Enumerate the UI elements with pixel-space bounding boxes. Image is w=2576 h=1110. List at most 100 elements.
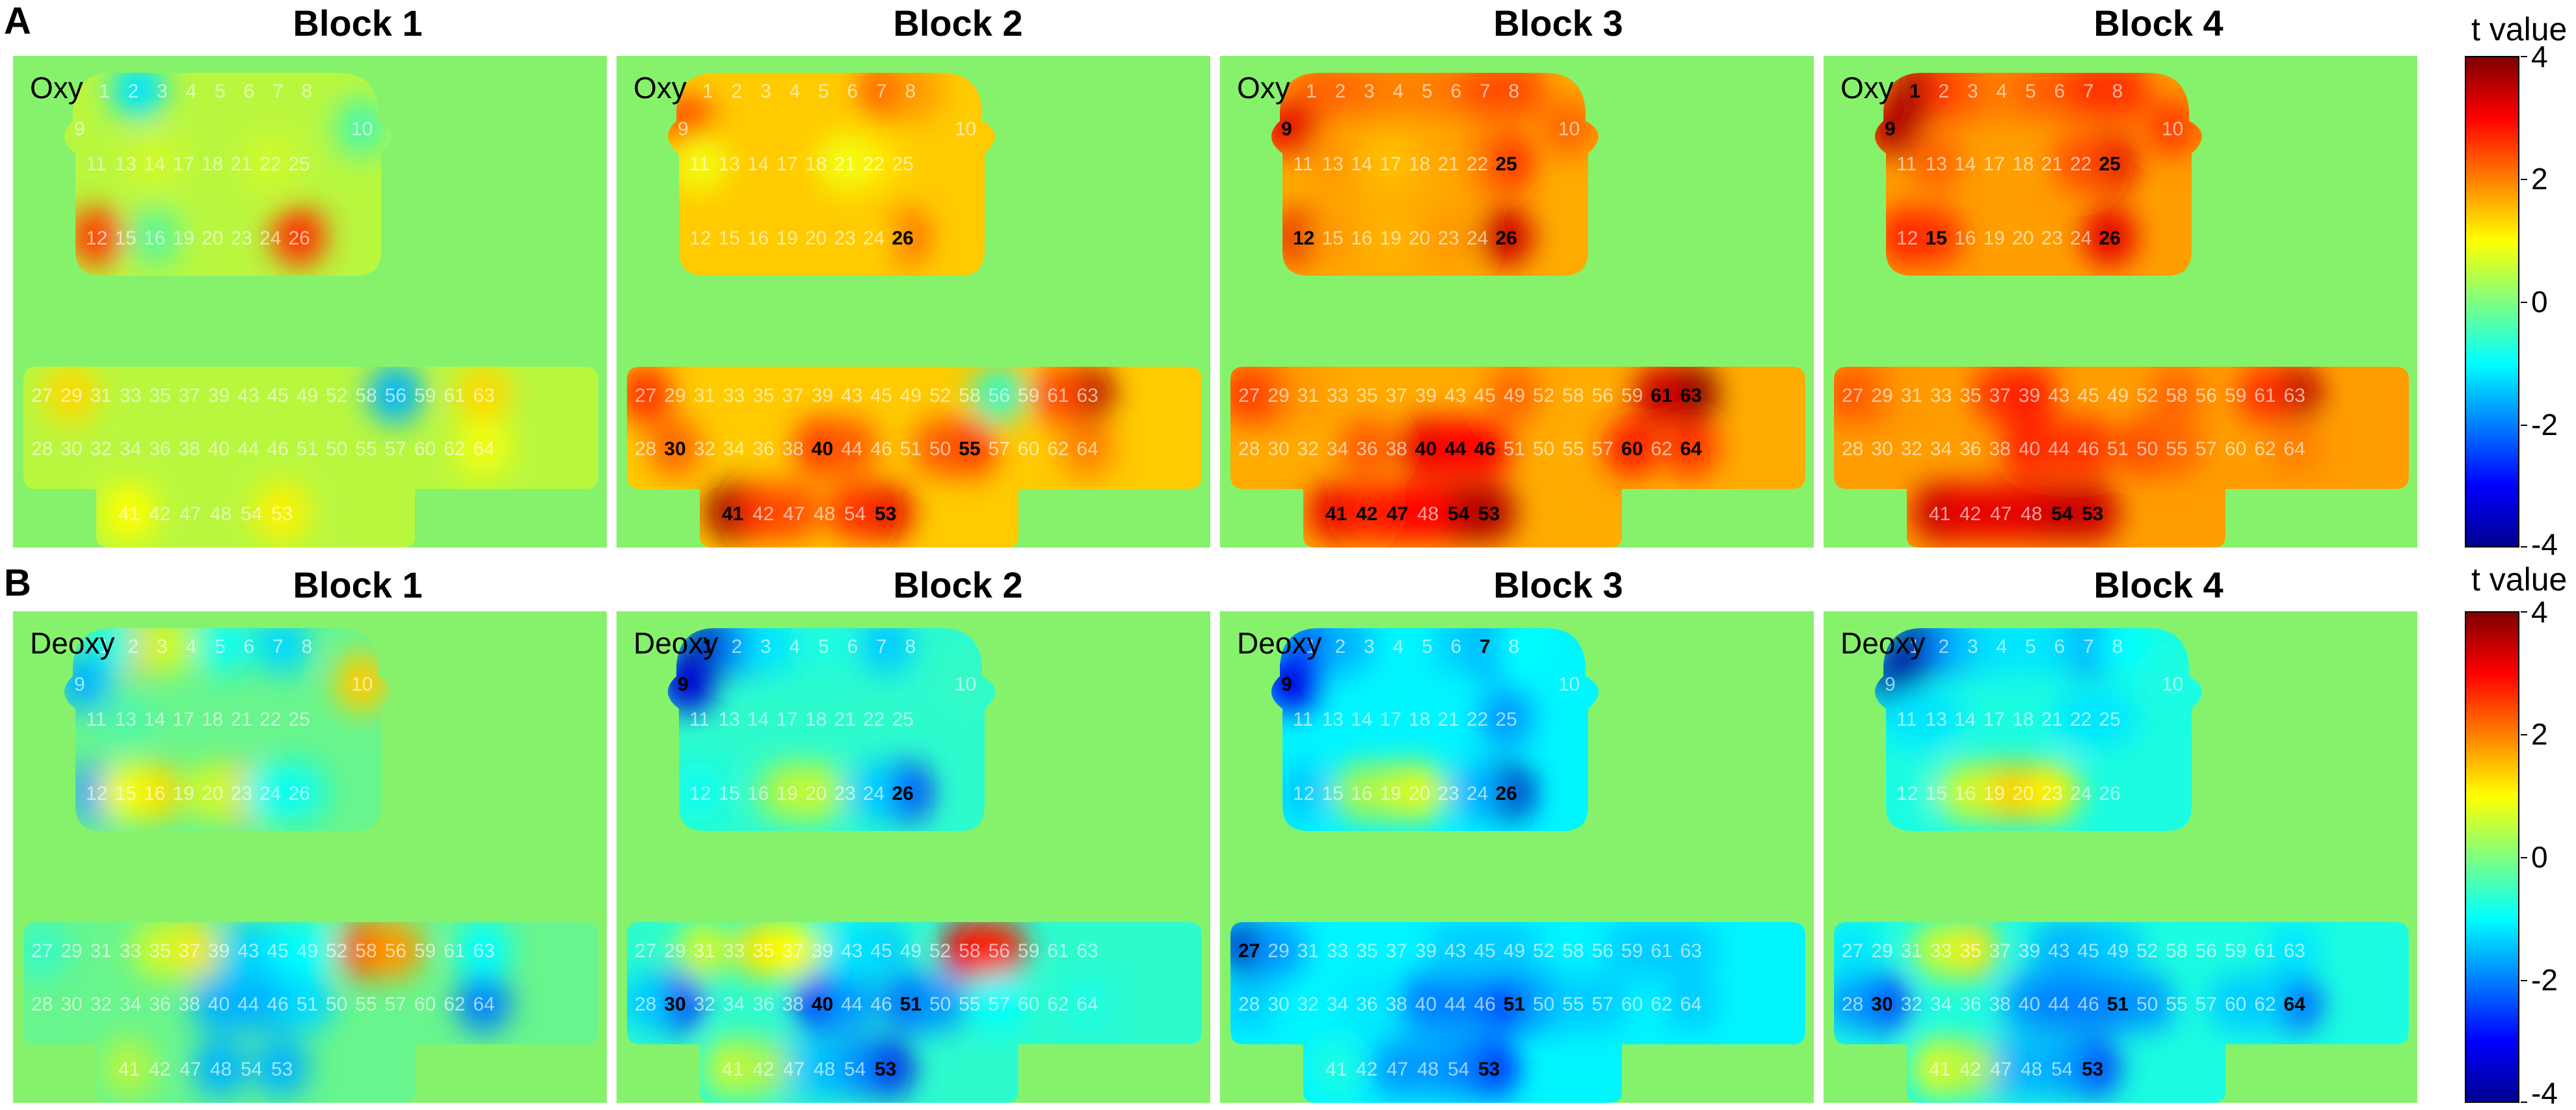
channel-label: 52 bbox=[929, 940, 951, 962]
channel-label: 2 bbox=[1335, 81, 1346, 102]
channel-label: 58 bbox=[959, 940, 980, 962]
channel-label: 15 bbox=[115, 783, 137, 804]
channel-label: 56 bbox=[989, 940, 1010, 962]
channel-label: 60 bbox=[2225, 438, 2246, 460]
channel-label: 5 bbox=[1422, 636, 1433, 657]
channel-label: 23 bbox=[834, 783, 856, 804]
channel-label: 39 bbox=[812, 385, 833, 406]
colorbar-tick bbox=[2521, 611, 2527, 613]
channel-label: 21 bbox=[1438, 709, 1459, 730]
channel-label: 27 bbox=[1238, 940, 1260, 962]
block-title: Block 2 bbox=[893, 564, 1023, 605]
channel-label: 34 bbox=[1930, 994, 1952, 1015]
channel-label: 55 bbox=[2166, 438, 2187, 460]
channel-label: 50 bbox=[326, 438, 347, 460]
channel-label: 59 bbox=[1018, 385, 1039, 406]
activation-blob bbox=[736, 1038, 790, 1098]
colorbar bbox=[2465, 56, 2519, 548]
channel-label: 32 bbox=[1297, 994, 1319, 1015]
topomap-panel: 1 2 3 4 5 6 7 8 9 10 11 12 13 14 15 16 17 18 19 20 21 22 23 24 2… bbox=[1824, 56, 2417, 548]
channel-label: 53 bbox=[1478, 1059, 1500, 1080]
activation-blob bbox=[859, 628, 914, 675]
channel-label: 2 bbox=[732, 636, 743, 657]
channel-label: 58 bbox=[355, 385, 377, 406]
channel-label: 41 bbox=[722, 503, 743, 525]
signal-label: Deoxy bbox=[1237, 626, 1322, 660]
activation-blob bbox=[1943, 1038, 1997, 1098]
channel-label: 61 bbox=[1047, 940, 1069, 962]
channel-label: 36 bbox=[149, 994, 170, 1015]
channel-label: 42 bbox=[149, 503, 170, 525]
channel-label: 23 bbox=[1438, 228, 1459, 249]
channel-label: 22 bbox=[2070, 153, 2091, 175]
activation-blob bbox=[2090, 919, 2145, 979]
channel-label: 11 bbox=[1293, 153, 1313, 175]
channel-label: 5 bbox=[215, 636, 226, 657]
channel-label: 46 bbox=[2077, 994, 2099, 1015]
channel-label: 4 bbox=[790, 636, 801, 657]
activation-blob bbox=[1879, 762, 1934, 822]
activation-blob bbox=[1433, 628, 1489, 675]
channel-label: 44 bbox=[1444, 438, 1467, 460]
channel-label: 8 bbox=[2112, 636, 2123, 657]
channel-label: 30 bbox=[60, 994, 82, 1015]
channel-label: 2 bbox=[1939, 81, 1950, 102]
signal-label: Oxy bbox=[633, 71, 687, 105]
channel-label: 47 bbox=[783, 503, 804, 525]
channel-label: 34 bbox=[120, 438, 141, 460]
channel-label: 44 bbox=[841, 438, 862, 460]
activation-blob bbox=[69, 207, 124, 267]
channel-label: 16 bbox=[1954, 228, 1976, 249]
channel-label: 60 bbox=[414, 994, 436, 1015]
channel-label: 40 bbox=[208, 438, 230, 460]
activation-blob bbox=[334, 653, 389, 713]
channel-label: 24 bbox=[2070, 783, 2091, 804]
channel-label: 37 bbox=[179, 940, 200, 962]
channel-label: 46 bbox=[1474, 438, 1495, 460]
channel-label: 33 bbox=[723, 385, 745, 406]
channel-label: 43 bbox=[2048, 385, 2069, 406]
channel-label: 1 bbox=[1909, 81, 1920, 102]
channel-label: 33 bbox=[1327, 385, 1348, 406]
activation-blob bbox=[1318, 628, 1373, 675]
channel-label: 48 bbox=[2021, 1059, 2042, 1080]
activation-blob bbox=[2008, 628, 2063, 675]
channel-label: 61 bbox=[1651, 940, 1672, 962]
activation-blob bbox=[1305, 133, 1360, 192]
activation-blob bbox=[846, 207, 901, 267]
channel-label: 8 bbox=[302, 81, 313, 102]
channel-label: 58 bbox=[355, 940, 377, 962]
activation-blob bbox=[1251, 919, 1306, 979]
activation-blob bbox=[1308, 1038, 1363, 1098]
channel-label: 39 bbox=[2019, 385, 2040, 406]
channel-label: 47 bbox=[179, 1059, 201, 1080]
colorbar-tick-label: -2 bbox=[2531, 963, 2558, 997]
channel-label: 51 bbox=[1504, 438, 1525, 460]
channel-label: 12 bbox=[689, 228, 711, 249]
channel-label: 27 bbox=[31, 385, 53, 406]
channel-label: 3 bbox=[1967, 636, 1978, 657]
channel-label: 13 bbox=[1322, 709, 1344, 730]
channel-label: 9 bbox=[1885, 674, 1896, 695]
channel-label: 19 bbox=[1984, 783, 2005, 804]
channel-label: 11 bbox=[86, 709, 106, 730]
channel-label: 9 bbox=[1281, 118, 1292, 140]
signal-label: Deoxy bbox=[1840, 626, 1926, 660]
channel-label: 20 bbox=[2012, 783, 2034, 804]
colorbar-title: t value bbox=[2471, 11, 2568, 47]
activation-blob bbox=[271, 762, 326, 822]
channel-label: 11 bbox=[1293, 709, 1313, 730]
channel-label: 57 bbox=[2196, 438, 2217, 460]
activation-blob bbox=[254, 482, 309, 542]
channel-label: 47 bbox=[1387, 503, 1408, 525]
activation-blob bbox=[1634, 364, 1689, 424]
channel-label: 4 bbox=[186, 636, 197, 657]
channel-label: 28 bbox=[1842, 438, 1863, 460]
topomap-panel: 1 2 3 4 5 6 7 8 9 10 11 12 13 14 15 16 17 18 19 20 21 22 23 24 2… bbox=[1220, 611, 1814, 1103]
channel-label: 9 bbox=[74, 118, 85, 140]
channel-label: 14 bbox=[1351, 709, 1372, 730]
channel-label: 30 bbox=[1871, 438, 1892, 460]
channel-label: 40 bbox=[812, 438, 833, 460]
channel-label: 59 bbox=[2225, 940, 2246, 962]
